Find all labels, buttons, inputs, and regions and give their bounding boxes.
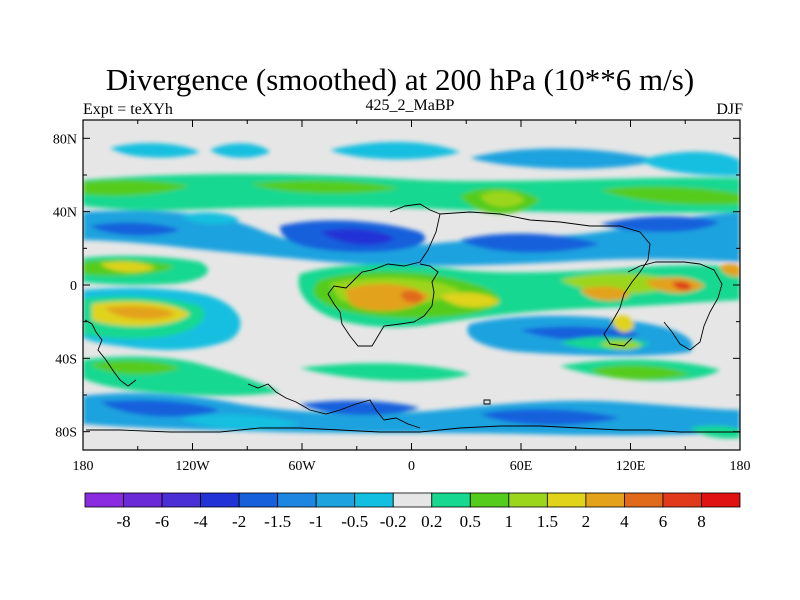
colorbar-swatch bbox=[546, 492, 587, 508]
lon-tick-label: 60E bbox=[510, 459, 533, 474]
colorbar-swatch bbox=[238, 492, 279, 508]
field-patch bbox=[440, 292, 500, 308]
lat-tick-label: 40N bbox=[53, 206, 77, 221]
field-patch bbox=[720, 263, 740, 277]
lon-tick-label: 0 bbox=[408, 459, 415, 474]
field-patch bbox=[320, 228, 395, 245]
field-patch bbox=[672, 281, 692, 291]
colorbar-swatch bbox=[469, 492, 510, 508]
lon-tick-label: 180 bbox=[73, 459, 94, 474]
lon-tick-label: 180 bbox=[730, 459, 751, 474]
field-patch bbox=[110, 143, 200, 158]
field-patch bbox=[470, 148, 660, 169]
colorbar-swatch bbox=[585, 492, 625, 508]
colorbar-swatch bbox=[84, 492, 124, 508]
colorbar-swatch bbox=[662, 492, 702, 508]
field-patch bbox=[345, 283, 430, 311]
colorbar-label: 6 bbox=[659, 512, 668, 531]
map-title: Divergence (smoothed) at 200 hPa (10**6 … bbox=[105, 62, 695, 97]
map-plot-area bbox=[83, 120, 740, 450]
colorbar-label: 8 bbox=[697, 512, 706, 531]
field-patch bbox=[83, 174, 740, 213]
colorbar-label: -6 bbox=[155, 512, 169, 531]
field-patch bbox=[612, 315, 634, 333]
field-patch bbox=[100, 261, 155, 273]
lat-tick-label: 40S bbox=[55, 352, 77, 367]
field-patch bbox=[640, 151, 740, 176]
field-patch bbox=[300, 363, 470, 381]
colorbar-label: 1.5 bbox=[537, 512, 558, 531]
colorbar-label: 0.5 bbox=[460, 512, 481, 531]
coastline bbox=[439, 211, 651, 347]
colorbar-swatch bbox=[123, 492, 163, 508]
coastline bbox=[84, 319, 137, 387]
run-label: 425_2_MaBP bbox=[365, 97, 455, 114]
map-axes: 80N 40N 0 40S 80S 180 120W 60W 0 60E 120E 180 bbox=[53, 120, 751, 474]
colorbar-label: -0.5 bbox=[341, 512, 368, 531]
colorbar-label: -8 bbox=[116, 512, 130, 531]
colorbar-swatch bbox=[277, 492, 317, 508]
lon-tick-label: 120W bbox=[175, 459, 210, 474]
experiment-label: Expt = teXYh bbox=[83, 101, 173, 118]
lon-tick-label: 60W bbox=[288, 459, 316, 474]
field-patch bbox=[300, 400, 420, 416]
coastline bbox=[247, 383, 421, 429]
field-patch bbox=[83, 179, 190, 196]
coastline bbox=[327, 203, 441, 347]
field-patch bbox=[600, 340, 642, 350]
coastline bbox=[483, 399, 491, 405]
coastline bbox=[86, 425, 740, 433]
lon-tick-label: 120E bbox=[616, 459, 646, 474]
field-patch bbox=[600, 216, 720, 233]
field-patch bbox=[90, 222, 180, 236]
colorbar-swatch bbox=[431, 492, 471, 508]
field-patch bbox=[210, 143, 270, 158]
lat-tick-label: 80N bbox=[53, 132, 77, 147]
field-patch bbox=[460, 233, 600, 253]
colorbar-swatch bbox=[354, 492, 394, 508]
colorbar-swatch bbox=[508, 492, 548, 508]
field-patch bbox=[600, 186, 740, 205]
field-patch bbox=[105, 306, 175, 320]
season-label: DJF bbox=[716, 101, 743, 118]
colorbar-label: -1.5 bbox=[264, 512, 291, 531]
field-patch bbox=[590, 365, 690, 380]
colorbar-swatch bbox=[392, 492, 433, 508]
colorbar-label: -4 bbox=[194, 512, 209, 531]
field-patch bbox=[480, 191, 525, 208]
field-patch bbox=[580, 286, 630, 301]
colorbar-label: -0.2 bbox=[380, 512, 407, 531]
lat-tick-label: 80S bbox=[55, 426, 77, 441]
coastlines bbox=[84, 203, 740, 433]
colorbar-label: 2 bbox=[582, 512, 591, 531]
colorbar-label: -2 bbox=[232, 512, 246, 531]
field-patch bbox=[480, 409, 620, 426]
divergence-field bbox=[83, 141, 740, 439]
colorbar-label: 1 bbox=[505, 512, 514, 531]
field-patch bbox=[400, 290, 424, 303]
field-patch bbox=[90, 360, 180, 375]
field-patch bbox=[250, 180, 400, 194]
lat-tick-label: 0 bbox=[70, 279, 77, 294]
colorbar-label: 4 bbox=[620, 512, 629, 531]
colorbar-swatch bbox=[200, 492, 240, 508]
field-patch bbox=[100, 400, 220, 417]
field-patch bbox=[180, 212, 240, 225]
colorbar-swatch bbox=[161, 492, 201, 508]
colorbar-swatch bbox=[315, 492, 356, 508]
colorbar-swatch bbox=[701, 492, 741, 508]
coastline bbox=[627, 261, 723, 351]
colorbar-label: -1 bbox=[309, 512, 323, 531]
field-patch bbox=[180, 414, 300, 430]
colorbar: -8 -6 -4 -2 -1.5 -1 -0.5 -0.2 0.2 0.5 1 1.5 2 4 6 8 bbox=[84, 492, 741, 531]
colorbar-label: 0.2 bbox=[421, 512, 442, 531]
field-patch bbox=[83, 210, 740, 266]
colorbar-swatch bbox=[624, 492, 664, 508]
field-patch bbox=[330, 141, 460, 160]
